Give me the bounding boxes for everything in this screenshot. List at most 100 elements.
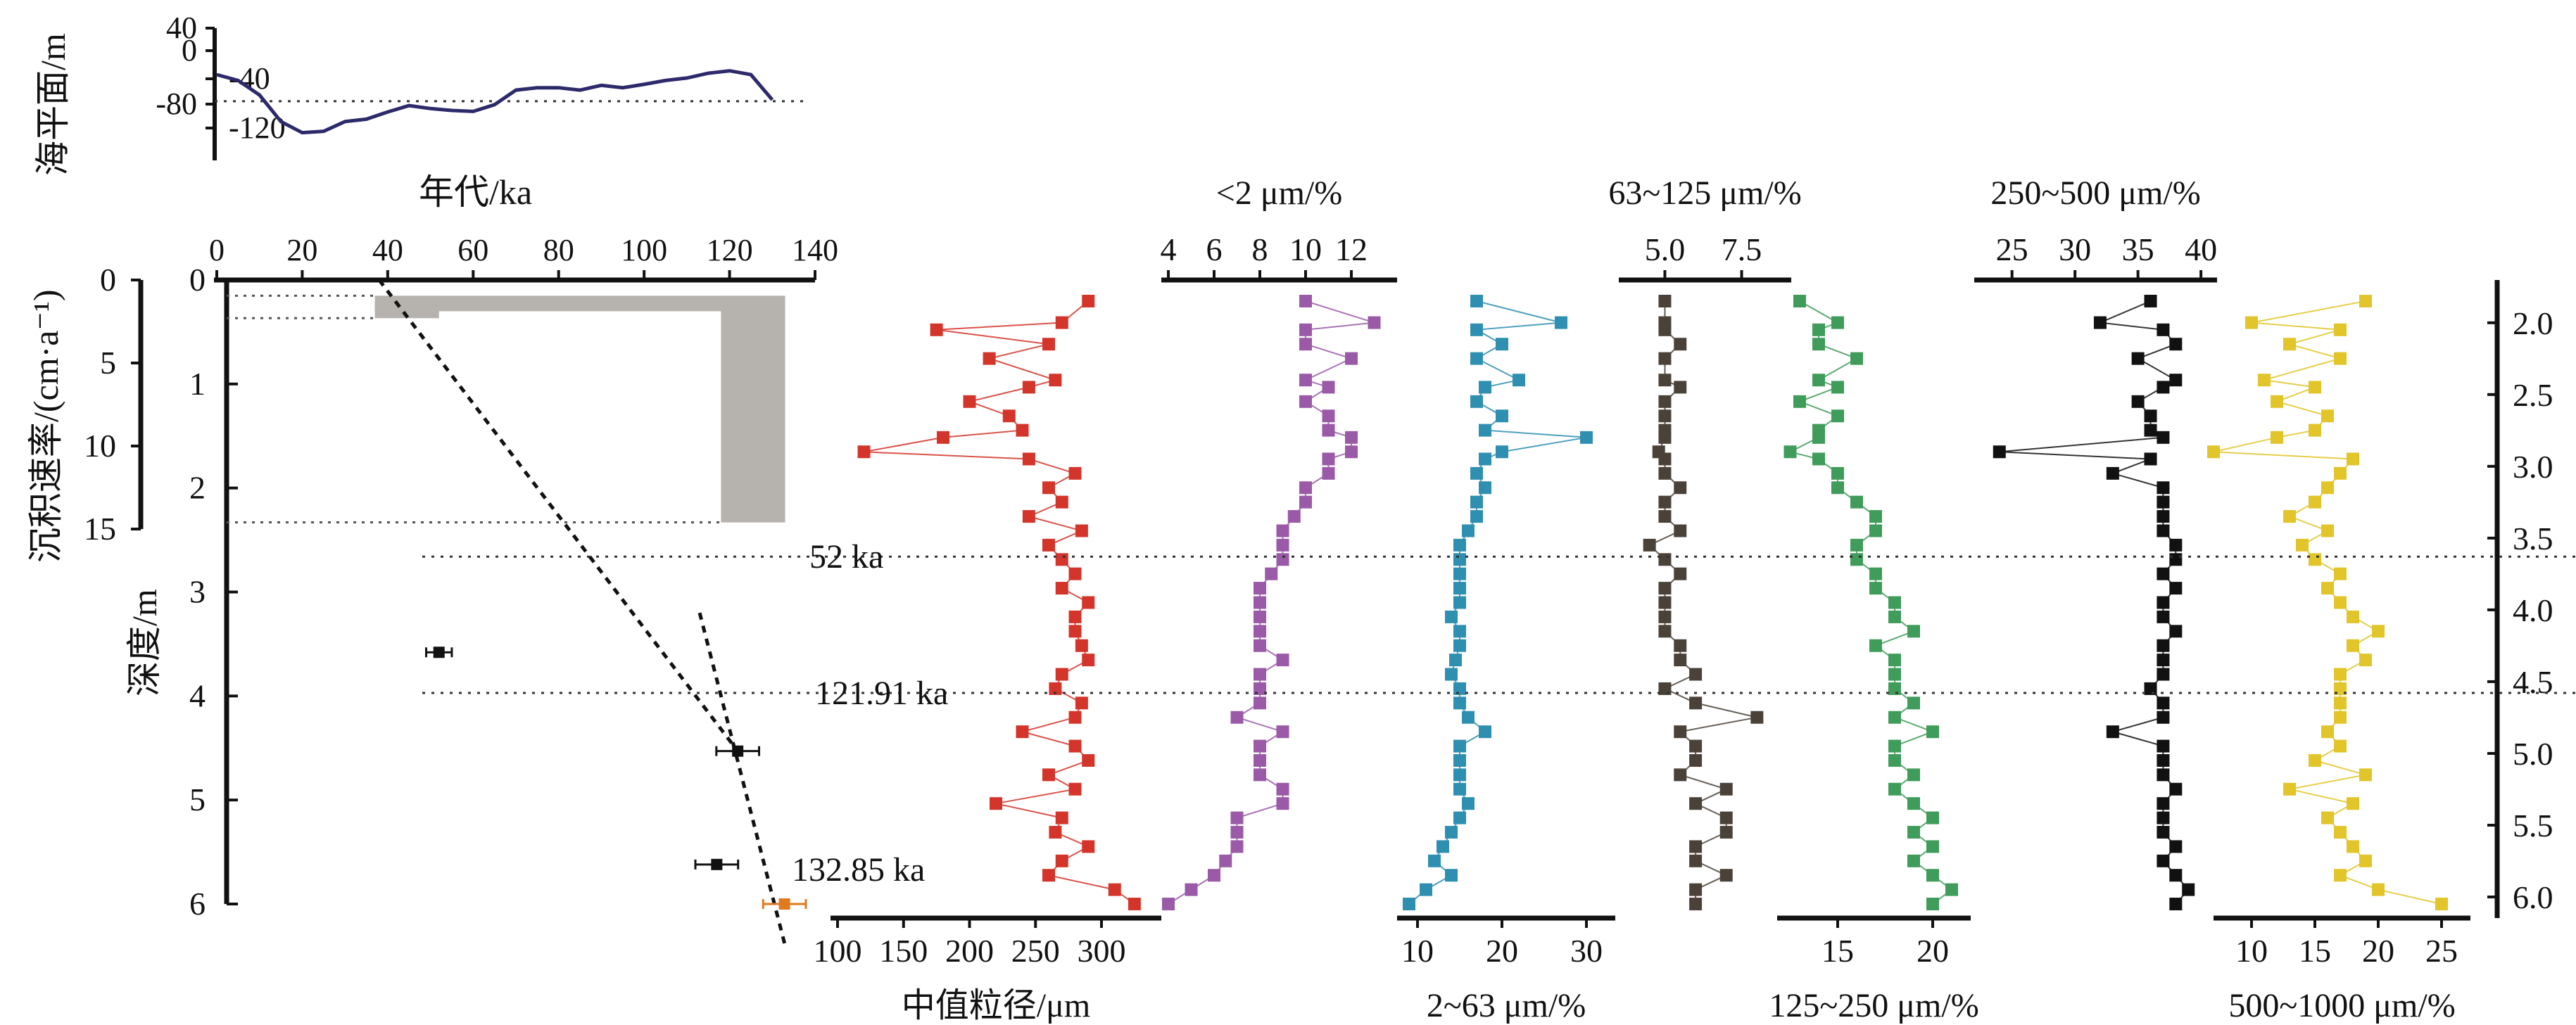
grain-point — [1479, 381, 1491, 394]
grain-point — [1276, 725, 1289, 739]
grain-point — [1049, 825, 1062, 839]
grain-point — [1658, 374, 1672, 387]
grain-point — [1462, 797, 1475, 810]
grain-axis-label: <2 μm/% — [1216, 174, 1342, 212]
grain-point — [1453, 682, 1466, 695]
grain-point — [1322, 424, 1335, 437]
grain-point — [2157, 495, 2170, 509]
grain-series-line — [1408, 300, 1587, 905]
sea-level-axis-label: 海平面/m — [33, 33, 72, 176]
grain-point — [1850, 553, 1863, 566]
grain-point — [1850, 538, 1863, 552]
grain-point — [1287, 510, 1301, 523]
grain-point — [2131, 395, 2145, 408]
grain-point — [2321, 582, 2334, 595]
grain-point — [1276, 538, 1289, 552]
grain-point — [2359, 654, 2372, 667]
grain-point — [2245, 316, 2258, 329]
grain-point — [1299, 395, 1312, 408]
rate-tick-label: 15 — [84, 511, 116, 547]
grain-point — [1793, 295, 1806, 307]
grain-point — [2321, 524, 2334, 537]
grain-point — [1907, 625, 1920, 638]
age-point — [711, 858, 723, 870]
grain-tick-label: 20 — [2362, 933, 2394, 969]
grain-tick-label: 10 — [1289, 231, 1322, 267]
grain-tick-label: 150 — [879, 933, 928, 969]
grain-point — [1945, 883, 1958, 896]
grain-point — [1674, 567, 1687, 580]
grain-point — [2169, 538, 2183, 552]
grain-point — [1831, 409, 1844, 423]
grain-point — [1888, 668, 1901, 681]
grain-point — [1689, 898, 1703, 910]
rate-band-top — [374, 295, 785, 312]
age-label-133: 132.85 ka — [792, 851, 925, 889]
depth-tick-label: 0 — [189, 262, 206, 298]
age-label-52: 52 ka — [809, 538, 883, 575]
grain-point — [1453, 553, 1466, 566]
grain-point — [1445, 668, 1458, 681]
grain-point — [2334, 711, 2347, 724]
grain-point — [1719, 825, 1733, 839]
grain-point — [1812, 338, 1825, 351]
grain-tick-label: 10 — [2235, 933, 2268, 969]
grain-point — [2271, 395, 2283, 408]
grain-point — [1674, 524, 1687, 537]
grain-point — [1068, 567, 1082, 580]
grain-point — [1254, 682, 1266, 695]
rate-tick-label: 10 — [84, 428, 116, 464]
grain-point — [1230, 711, 1244, 724]
grain-point — [2309, 753, 2321, 767]
grain-series-3: 5.0 7.5 63~125 μm/% — [1608, 174, 1802, 910]
grain-axis-label: 2~63 μm/% — [1427, 987, 1586, 1024]
age-tick-label: 20 — [286, 233, 317, 267]
grain-point — [1254, 753, 1266, 767]
age-depth-panel: 年代/ka 0 20 40 60 80 100 120 140 0 1 2 3 4 5 6 深度/m 0 5 10 15… — [26, 172, 838, 946]
grain-point — [2157, 481, 2170, 495]
grain-point — [1453, 782, 1466, 796]
grain-point — [2157, 797, 2170, 810]
grain-point — [1453, 538, 1466, 552]
sea-level-curve — [216, 69, 774, 135]
grain-point — [2093, 316, 2107, 329]
grain-point — [1068, 782, 1082, 796]
grain-point — [1299, 295, 1312, 307]
grain-point — [1470, 510, 1483, 523]
grain-axis-label: 250~500 μm/% — [1990, 174, 2200, 212]
rate-bar — [721, 295, 785, 523]
grain-tick-label: 20 — [1917, 933, 1949, 969]
grain-point — [1299, 481, 1312, 495]
grain-point — [1869, 567, 1882, 580]
grain-point — [1812, 374, 1825, 387]
grain-point — [1658, 610, 1672, 623]
grain-point — [2321, 811, 2334, 825]
rate-tick-label: 0 — [100, 262, 116, 298]
grain-point — [963, 395, 976, 408]
right-depth-tick-label: 5.5 — [2513, 808, 2553, 843]
grain-tick-label: 10 — [1401, 933, 1434, 969]
grain-point — [1689, 739, 1703, 753]
grain-series-1: 4 6 8 10 12 <2 μm/% — [1161, 174, 1397, 910]
grain-point — [1055, 553, 1068, 566]
grain-point — [1082, 295, 1095, 307]
age-model-line — [377, 279, 740, 753]
grain-point — [1075, 639, 1088, 652]
grain-point — [2334, 825, 2347, 839]
grain-point — [1042, 538, 1055, 552]
grain-axis-label: 125~250 μm/% — [1769, 987, 1978, 1024]
grain-point — [1276, 654, 1289, 667]
depth-tick-label: 5 — [189, 782, 206, 817]
grain-point — [2157, 431, 2170, 444]
grain-point — [2309, 553, 2321, 566]
reference-lines: 52 ka 121.91 ka 132.85 ka — [422, 538, 2576, 889]
grain-point — [1453, 739, 1466, 753]
grain-point — [983, 352, 996, 365]
grain-point — [1299, 323, 1312, 336]
grain-point — [1580, 431, 1593, 444]
age-tick-label: 0 — [209, 233, 225, 267]
grain-point — [1869, 510, 1882, 523]
grain-point — [1869, 582, 1882, 595]
grain-series-line — [2213, 300, 2442, 905]
